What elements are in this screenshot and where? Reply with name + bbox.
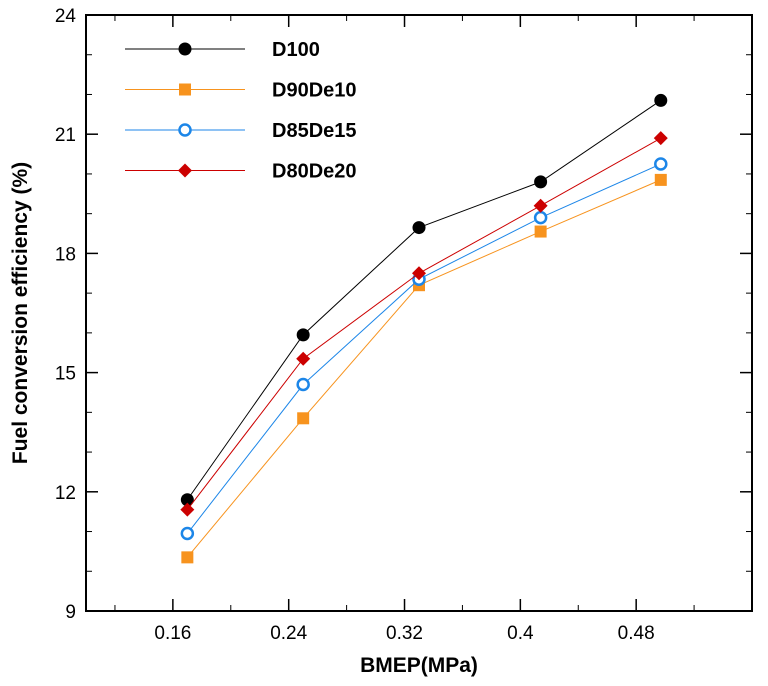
data-point-d90de10 xyxy=(181,551,194,564)
legend-label-d100: D100 xyxy=(272,39,320,61)
series-layer xyxy=(180,93,668,564)
data-point-d90de10 xyxy=(534,225,547,238)
y-tick-label: 12 xyxy=(55,483,76,504)
legend-item-d100: D100 xyxy=(125,39,320,61)
data-point-d90de10 xyxy=(654,173,667,186)
x-tick-label: 0.4 xyxy=(507,623,534,644)
x-tick-label: 0.24 xyxy=(270,623,307,644)
data-point-d90de10 xyxy=(297,412,310,425)
y-tick-label: 15 xyxy=(55,364,76,385)
series-d100 xyxy=(180,93,668,507)
data-point-d85de15 xyxy=(533,210,548,225)
y-axis-title: Fuel conversion efficiency (%) xyxy=(9,162,32,464)
data-point-d85de15 xyxy=(180,526,195,541)
data-point-d85de15 xyxy=(654,157,668,171)
x-tick-label: 0.48 xyxy=(618,623,655,644)
y-tick-label: 18 xyxy=(55,244,76,265)
data-point-d100 xyxy=(180,493,194,507)
x-axis-title: BMEP(MPa) xyxy=(360,654,478,677)
data-point-d80de20 xyxy=(412,266,426,281)
data-point-d100 xyxy=(534,175,548,189)
y-tick-label: 21 xyxy=(55,125,76,146)
legend-label-d80de20: D80De20 xyxy=(272,161,357,183)
series-d80de20 xyxy=(180,131,668,517)
axes: 0.16 0.24 0.32 0.4 0.48 9 12 15 18 21 24 xyxy=(55,6,752,644)
data-point-d85de15 xyxy=(296,377,310,392)
x-tick-label: 0.16 xyxy=(154,623,191,644)
legend-marker-d90de10 xyxy=(179,83,191,96)
data-point-d80de20 xyxy=(296,351,311,366)
legend-item-d90de10: D90De10 xyxy=(125,80,357,102)
data-point-d100 xyxy=(412,221,426,235)
data-point-d100 xyxy=(296,328,310,342)
legend-item-d85de15: D85De15 xyxy=(125,120,357,142)
series-line-d100 xyxy=(186,100,662,501)
x-tick-label: 0.32 xyxy=(386,623,423,644)
data-point-d80de20 xyxy=(653,131,668,146)
legend-label-d85de15: D85De15 xyxy=(272,120,357,142)
legend-item-d80de20: D80De20 xyxy=(125,161,357,183)
data-point-d80de20 xyxy=(180,502,195,517)
series-line-d80de20 xyxy=(186,137,662,510)
data-point-d80de20 xyxy=(533,198,548,213)
legend-marker-d100 xyxy=(178,42,192,56)
series-line-d85de15 xyxy=(186,163,661,534)
legend: D100 D90De10 D85De15 D80De20 xyxy=(125,39,357,183)
y-tick-label: 9 xyxy=(65,602,76,623)
series-d85de15 xyxy=(180,157,668,541)
y-tick-label: 24 xyxy=(55,6,77,27)
series-line-d90de10 xyxy=(186,179,661,558)
legend-label-d90de10: D90De10 xyxy=(272,80,357,102)
plot-frame xyxy=(85,14,753,612)
legend-marker-d80de20 xyxy=(178,163,192,178)
legend-marker-d85de15 xyxy=(178,123,192,137)
data-point-d100 xyxy=(654,93,668,107)
series-d90de10 xyxy=(181,173,667,564)
